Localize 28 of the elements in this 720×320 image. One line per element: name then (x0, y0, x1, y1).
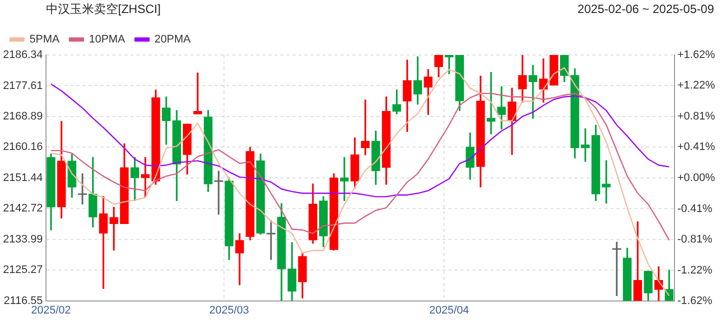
legend-label: 20PMA (154, 34, 192, 46)
y2-tick-label: -1.22% (677, 264, 712, 276)
x-tick-label: 2025/04 (429, 304, 470, 316)
chart-title: 中汉玉米卖空[ZHSCI] (46, 1, 161, 18)
y-tick-label: 2186.34 (2, 49, 43, 62)
y2-tick-label: +0.41% (677, 140, 716, 153)
y2-tick-label: +1.62% (677, 49, 716, 62)
chart-subtitle: 2025-02-06 ~ 2025-05-09 (578, 1, 714, 18)
y-tick-label: 2125.27 (2, 264, 43, 276)
x-tick-label: 2025/03 (209, 304, 249, 316)
y-tick-label: 2160.16 (2, 141, 43, 154)
candlestick (486, 72, 496, 134)
y2-tick-label: -0.41% (677, 203, 712, 216)
legend-label: 5PMA (30, 34, 60, 46)
x-tick-label: 2025/02 (31, 304, 71, 316)
y-tick-label: 2116.55 (4, 294, 43, 307)
legend-label: 10PMA (88, 34, 126, 46)
y2-tick-label: +0.00% (677, 172, 716, 184)
candlestick (528, 64, 538, 119)
y2-tick-label: +1.22% (677, 79, 716, 92)
y-tick-label: 2177.61 (2, 80, 43, 92)
y2-tick-label: +0.81% (677, 110, 716, 122)
y2-tick-label: -0.81% (677, 233, 712, 246)
y-tick-label: 2151.44 (2, 172, 43, 184)
y-tick-label: 2142.72 (2, 202, 43, 215)
y-tick-label: 2168.89 (2, 110, 43, 122)
y-tick-label: 2133.99 (2, 233, 43, 246)
y2-tick-label: -1.62% (677, 294, 712, 307)
